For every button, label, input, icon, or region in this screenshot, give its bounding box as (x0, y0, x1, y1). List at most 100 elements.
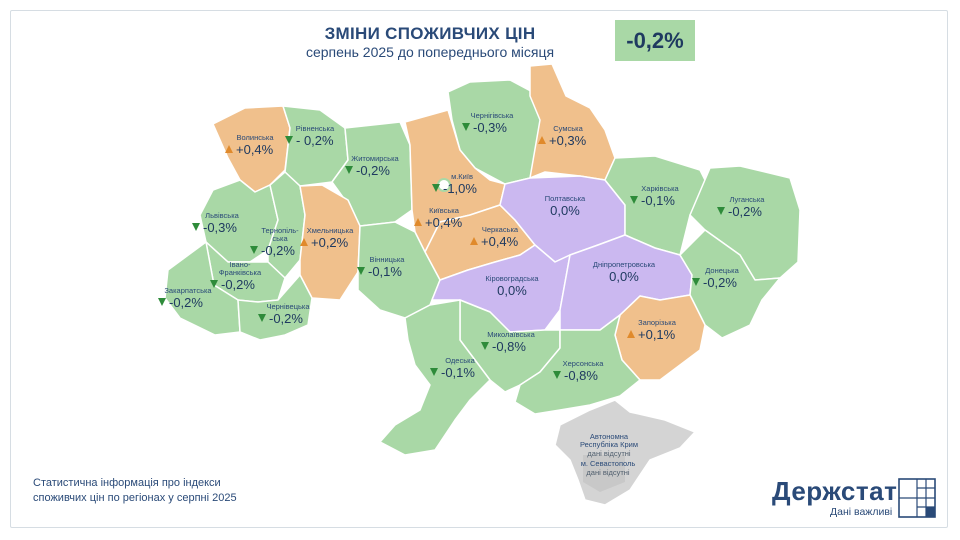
region-name: Одеська (445, 356, 475, 365)
region-value: - 0,2% (296, 133, 334, 148)
triangle-down-icon (717, 207, 725, 215)
region-name: Черкаська (482, 225, 519, 234)
triangle-down-icon (462, 123, 470, 131)
region-label-khmelnytska: Хмельницька+0,2% (300, 226, 354, 250)
region-name: м. Севастополь (581, 459, 636, 468)
region-name: Чернівецька (266, 302, 310, 311)
triangle-down-icon (553, 371, 561, 379)
logo-grid-icon (898, 478, 936, 518)
region-name: Івано- (230, 260, 251, 269)
triangle-down-icon (357, 267, 365, 275)
region-label-cherkaska: Черкаська+0,4% (470, 225, 519, 249)
region-name: Вінницька (370, 255, 406, 264)
region-value: -0,1% (641, 193, 675, 208)
region-value: -0,1% (368, 264, 402, 279)
region-label-chernivetska: Чернівецька-0,2% (258, 302, 310, 326)
triangle-down-icon (432, 184, 440, 192)
triangle-up-icon (470, 237, 478, 245)
region-label-ternopilska: Тернопіль-ська-0,2% (250, 226, 299, 258)
region-name: Луганська (730, 195, 766, 204)
region-value: -1,0% (443, 181, 477, 196)
region-sevastopol (583, 455, 625, 492)
triangle-up-icon (225, 145, 233, 153)
region-value: 0,0% (497, 283, 527, 298)
region-name: Житомирська (351, 154, 399, 163)
footer-line-1: Статистична інформація про індекси (33, 477, 221, 489)
region-khersonska (514, 314, 641, 415)
region-name: Закарпатська (164, 286, 212, 295)
region-value: +0,1% (638, 327, 676, 342)
region-label-odeska: Одеська-0,1% (430, 356, 476, 380)
region-label-khersonska: Херсонська-0,8% (553, 359, 604, 383)
triangle-down-icon (630, 196, 638, 204)
region-label-zakarpatska: Закарпатська-0,2% (158, 286, 212, 310)
region-value: -0,8% (492, 339, 526, 354)
region-name: Львівська (205, 211, 239, 220)
region-label-chernihivska: Чернігівська-0,3% (462, 111, 514, 135)
region-label-vinnytska: Вінницька-0,1% (357, 255, 405, 279)
region-name: Запорізька (638, 318, 677, 327)
region-value: +0,4% (425, 215, 463, 230)
triangle-down-icon (192, 223, 200, 231)
triangle-down-icon (345, 166, 353, 174)
triangle-down-icon (692, 278, 700, 286)
triangle-down-icon (285, 136, 293, 144)
region-donetska (679, 229, 781, 339)
region-name: Херсонська (563, 359, 605, 368)
region-label-luhanska: Луганська-0,2% (717, 195, 765, 219)
page-subtitle: серпень 2025 до попереднього місяця (305, 44, 555, 60)
region-label-lvivska: Львівська-0,3% (192, 211, 240, 235)
region-name: Хмельницька (307, 226, 354, 235)
region-volynska (212, 105, 291, 193)
region-name: Сумська (553, 124, 583, 133)
triangle-down-icon (250, 246, 258, 254)
region-label-rivnenska: Рівненська- 0,2% (285, 124, 335, 148)
region-value: -0,2% (703, 275, 737, 290)
region-label-zaporizka: Запорізька+0,1% (627, 318, 677, 342)
footer-line-2: споживчих цін по регіонах у серпні 2025 (33, 492, 237, 504)
region-value: 0,0% (609, 269, 639, 284)
region-value: -0,3% (473, 120, 507, 135)
region-value: +0,4% (481, 234, 519, 249)
region-note: дані відсутні (587, 449, 631, 458)
region-value: -0,2% (356, 163, 390, 178)
logo-wordmark: Держстат (772, 476, 898, 506)
region-name: ська (272, 234, 288, 243)
triangle-up-icon (300, 238, 308, 246)
triangle-up-icon (538, 136, 546, 144)
region-label-mykolaivska: Миколаївська-0,8% (481, 330, 536, 354)
triangle-down-icon (258, 314, 266, 322)
triangle-up-icon (414, 218, 422, 226)
triangle-down-icon (158, 298, 166, 306)
region-sumska (529, 63, 616, 181)
region-value: -0,2% (261, 243, 295, 258)
triangle-down-icon (430, 368, 438, 376)
region-value: +0,2% (311, 235, 349, 250)
region-value: +0,4% (236, 142, 274, 157)
region-name: Київська (429, 206, 460, 215)
region-value: -0,8% (564, 368, 598, 383)
slide-frame (10, 10, 948, 528)
region-value: +0,3% (549, 133, 587, 148)
region-name: Волинська (237, 133, 275, 142)
region-label-kharkivska: Харківська-0,1% (630, 184, 680, 208)
region-label-sumska: Сумська+0,3% (538, 124, 587, 148)
region-name: Харківська (641, 184, 679, 193)
region-value: 0,0% (550, 203, 580, 218)
region-name: Кіровоградська (485, 274, 539, 283)
triangle-up-icon (627, 330, 635, 338)
region-value: -0,2% (269, 311, 303, 326)
region-name: Донецька (705, 266, 739, 275)
region-name: Франківська (219, 268, 262, 277)
region-value: -0,1% (441, 365, 475, 380)
page-title: ЗМІНИ СПОЖИВЧИХ ЦІН (324, 24, 536, 43)
region-odeska (379, 299, 491, 456)
region-name: Республіка Крим (580, 440, 638, 449)
region-name: м.Київ (451, 172, 473, 181)
